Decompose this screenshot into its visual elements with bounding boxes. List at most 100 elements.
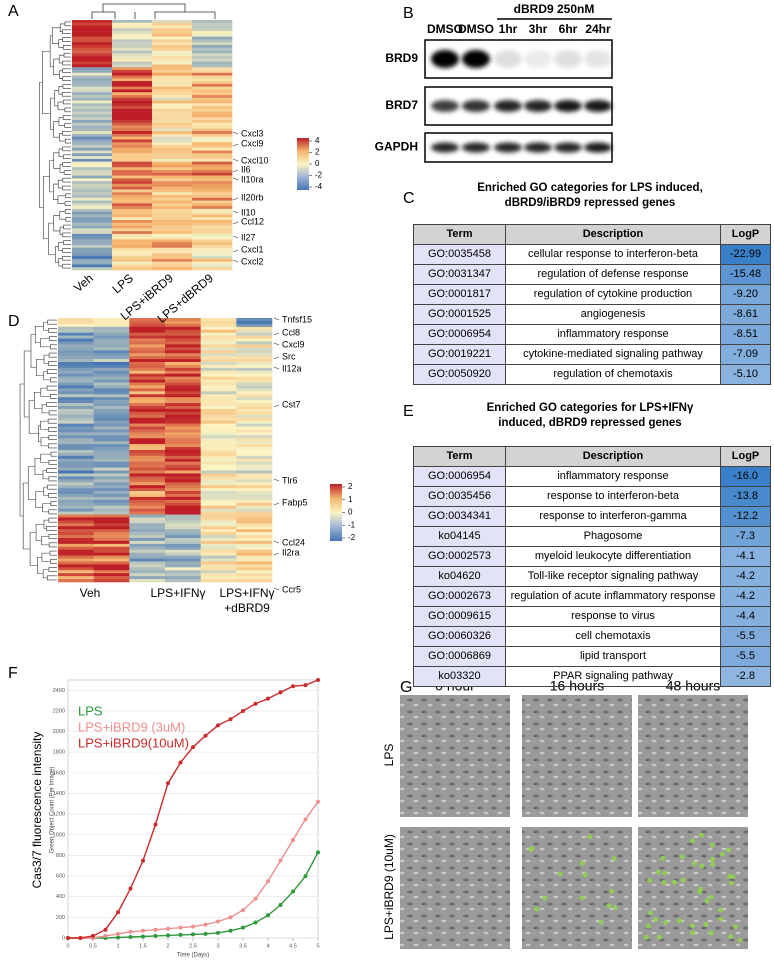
heatmap-cell: [112, 264, 153, 268]
description-cell: response to interferon-beta: [505, 486, 721, 507]
heatmap-cell: [112, 233, 153, 237]
dendrogram: [62, 45, 71, 50]
data-point: [191, 932, 195, 937]
heatmap-cell: [112, 228, 153, 232]
heatmap-cell: [58, 318, 94, 322]
heatmap-cell: [165, 573, 201, 577]
column-label: Veh: [71, 271, 96, 295]
dendrogram: [61, 91, 71, 97]
heatmap-cell: [129, 455, 166, 460]
heatmap-cell: [152, 156, 193, 160]
logp-cell: -4.4: [720, 606, 771, 627]
heatmap-cell: [165, 505, 201, 509]
heatmap-cell: [192, 97, 233, 101]
data-point: [316, 678, 320, 682]
heatmap-cell: [165, 335, 201, 339]
heatmap-cell: [152, 228, 193, 232]
heatmap-cell: [200, 464, 237, 468]
heatmap-cell: [165, 540, 201, 545]
heatmap-cell: [72, 45, 113, 49]
dendrogram: [47, 443, 57, 449]
dendrogram: [49, 160, 54, 193]
heatmap-cell: [129, 359, 166, 363]
dendrogram: [43, 371, 51, 381]
dendrogram: [37, 556, 44, 575]
apoptotic-cell: [582, 872, 588, 878]
heatmap-cell: [200, 546, 237, 551]
apoptotic-cell: [710, 861, 716, 867]
heatmap-cell: [152, 161, 193, 165]
heatmap-cell: [58, 417, 94, 421]
heatmap-cell: [192, 47, 233, 51]
heatmap-cell: [192, 50, 233, 54]
heatmap-cell: [152, 250, 193, 254]
heatmap-cell: [72, 47, 113, 51]
heatmap-cell: [112, 242, 153, 246]
heatmap-cell: [112, 267, 153, 271]
heatmap-cell: [93, 561, 130, 565]
heatmap-cell: [152, 20, 193, 24]
heatmap-cell: [152, 183, 193, 187]
dendrogram: [19, 383, 25, 517]
apoptotic-cell: [645, 923, 651, 929]
heatmap-cell: [192, 120, 233, 124]
heatmap-cell: [129, 364, 166, 369]
heatmap-cell: [93, 570, 130, 574]
heatmap-cell: [152, 139, 193, 143]
heatmap-cell: [72, 31, 113, 35]
heatmap-cell: [129, 538, 166, 542]
heatmap-cell: [192, 147, 233, 151]
heatmap-cell: [192, 100, 233, 104]
heatmap-cell: [152, 42, 193, 46]
apoptotic-cell: [606, 903, 612, 909]
heatmap-cell: [165, 341, 201, 345]
heatmap-cell: [200, 335, 237, 339]
heatmap-cell: [93, 394, 130, 398]
heatmap-cell: [112, 214, 153, 218]
heatmap-cell: [152, 189, 193, 193]
heatmap-cell: [93, 335, 130, 339]
heatmap-cell: [236, 476, 273, 480]
heatmap-cell: [165, 455, 201, 460]
heatmap-cell: [192, 72, 233, 76]
heatmap-cell: [129, 526, 166, 530]
data-point: [141, 858, 145, 863]
heatmap-cell: [58, 400, 94, 404]
heatmap-cell: [93, 397, 130, 401]
heatmap-cell: [129, 435, 166, 439]
heatmap-cell: [236, 482, 273, 486]
heatmap-cell: [93, 491, 130, 495]
header-row: Term Description LogP: [413, 446, 771, 467]
heatmap-cell: [72, 114, 113, 118]
gene-label: Ccl12: [241, 216, 264, 226]
heatmap-cell: [129, 335, 166, 339]
table-title: Enriched GO categories for LPS+IFNγ indu…: [410, 401, 770, 431]
heatmap-cell: [152, 83, 193, 87]
heatmap-cell: [112, 25, 153, 29]
heatmap-cell: [165, 564, 201, 568]
x-tick-label: 0: [66, 943, 69, 949]
dendrogram: [57, 179, 63, 189]
dendrogram: [58, 148, 64, 158]
heatmap-cell: [192, 208, 233, 212]
heatmap-cell: [152, 128, 193, 132]
heatmap-cell: [165, 458, 201, 463]
heatmap-cell: [236, 356, 273, 360]
logp-cell: -16.0: [720, 466, 771, 487]
dendrogram: [48, 567, 57, 572]
heatmap-cell: [129, 535, 166, 539]
heatmap-cell: [58, 441, 94, 445]
data-point: [216, 723, 220, 728]
heatmap-cell: [236, 408, 273, 413]
heatmap-cell: [165, 496, 201, 501]
heatmap-cell: [72, 117, 113, 121]
leader-line: [232, 158, 239, 162]
x-tick-label: 4.5: [289, 943, 297, 949]
heatmap-cell: [58, 526, 94, 530]
heatmap-cell: [152, 220, 193, 224]
title-line: Enriched GO categories for LPS+IFNγ: [486, 402, 694, 414]
heatmap-cell: [58, 485, 94, 489]
data-point: [291, 837, 295, 842]
heatmap-cell: [72, 120, 113, 124]
data-point: [153, 933, 158, 938]
